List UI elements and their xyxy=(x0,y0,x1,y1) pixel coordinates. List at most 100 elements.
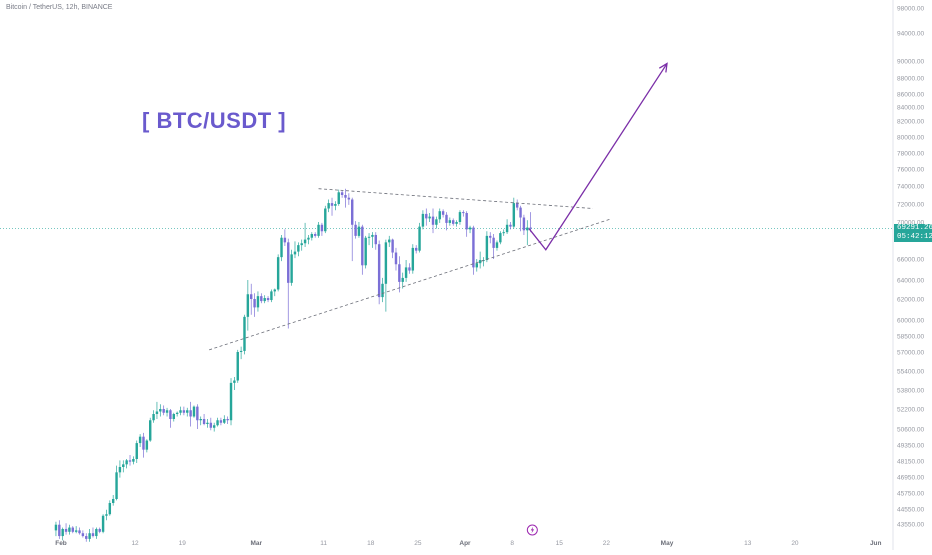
candle xyxy=(165,407,169,417)
candle-body xyxy=(462,212,465,214)
candle xyxy=(266,296,270,303)
candle-body xyxy=(145,440,149,450)
time-tick-label: 22 xyxy=(603,540,611,547)
candle-body xyxy=(297,245,300,252)
candle-body xyxy=(115,472,118,499)
candle-body xyxy=(256,296,260,308)
candle-body xyxy=(452,220,455,224)
candle xyxy=(91,527,95,538)
candle xyxy=(398,256,401,293)
candle-body xyxy=(229,382,233,421)
candle-body xyxy=(125,460,128,465)
candle-body xyxy=(468,227,472,230)
price-tick-label: 70000.00 xyxy=(897,219,924,226)
candle xyxy=(246,280,250,331)
candle-body xyxy=(246,294,250,317)
candle-body xyxy=(458,212,462,222)
candle-body xyxy=(512,203,516,227)
time-axis[interactable]: Feb 12 19 Mar 11 18 25 Apr 8 15 22 May 13 20 Jun xyxy=(55,540,881,547)
candle-body xyxy=(351,199,354,225)
candle-body xyxy=(522,217,526,231)
candle-body xyxy=(431,216,435,225)
price-tick-label: 58500.00 xyxy=(897,333,924,340)
candle-body xyxy=(303,239,307,244)
candle-body xyxy=(401,277,404,282)
candle xyxy=(361,224,364,275)
candle-body xyxy=(374,234,377,245)
candle-body xyxy=(239,350,243,352)
candle xyxy=(253,293,256,317)
candle xyxy=(138,434,142,447)
candle xyxy=(101,514,105,534)
candle-body xyxy=(509,224,512,227)
candle xyxy=(206,419,209,428)
candle xyxy=(354,221,357,239)
candle-body xyxy=(310,234,314,238)
projection-path[interactable] xyxy=(528,63,668,251)
candle xyxy=(495,240,499,251)
candle-body xyxy=(118,467,122,473)
candle xyxy=(307,234,310,245)
candle-body xyxy=(280,237,283,258)
candle xyxy=(344,188,347,208)
candle xyxy=(445,212,448,231)
candle xyxy=(384,239,388,312)
candle xyxy=(260,293,263,304)
candle xyxy=(526,220,529,246)
price-tick-label: 46950.00 xyxy=(897,474,924,481)
projection-arrowhead[interactable] xyxy=(658,62,668,73)
candle-body xyxy=(58,524,61,537)
price-tick-label: 60000.00 xyxy=(897,317,924,324)
candle xyxy=(499,231,502,245)
candle xyxy=(293,241,297,259)
candle xyxy=(320,222,324,236)
candle-body xyxy=(54,524,58,531)
price-tick-label: 57000.00 xyxy=(897,349,924,356)
lightning-icon xyxy=(530,526,535,534)
candle xyxy=(458,210,462,225)
bar-countdown: 05:42:12 xyxy=(897,233,932,241)
candle-body xyxy=(344,195,347,198)
candle-body xyxy=(199,419,202,421)
candle xyxy=(297,242,300,257)
candle-body xyxy=(61,528,64,537)
candle-body xyxy=(502,232,505,234)
candle xyxy=(145,439,149,453)
candle-body xyxy=(243,316,246,351)
candle xyxy=(505,219,509,235)
candle xyxy=(337,189,340,206)
candle xyxy=(515,199,519,211)
time-tick-label: 13 xyxy=(744,540,752,547)
candle xyxy=(192,405,196,418)
candle-body xyxy=(505,224,509,233)
price-tick-label: 49350.00 xyxy=(897,442,924,449)
candle xyxy=(334,201,337,211)
candle xyxy=(159,404,162,417)
candle-body xyxy=(334,204,337,206)
candle-body xyxy=(465,213,468,230)
candle-body xyxy=(515,203,519,208)
lower-trendline[interactable] xyxy=(209,218,610,351)
candle xyxy=(347,193,351,205)
candle-body xyxy=(371,234,374,237)
candle xyxy=(425,208,428,226)
price-tick-label: 94000.00 xyxy=(897,30,924,37)
price-axis[interactable]: 98000.00 94000.00 90000.00 88000.00 86000.00… xyxy=(897,5,924,528)
candle-body xyxy=(95,528,98,537)
event-marker[interactable] xyxy=(526,524,538,536)
candle-body xyxy=(91,533,95,537)
candle xyxy=(85,533,88,542)
candle xyxy=(303,222,307,247)
candle-body xyxy=(408,267,411,271)
candle xyxy=(276,254,280,292)
upper-trendline[interactable] xyxy=(318,188,593,209)
candle-body xyxy=(128,460,132,462)
candle xyxy=(438,208,441,223)
candle-body xyxy=(411,247,415,271)
drawings-layer[interactable] xyxy=(209,62,668,351)
price-tick-label: 88000.00 xyxy=(897,75,924,82)
candle xyxy=(74,526,78,534)
price-tick-label: 84000.00 xyxy=(897,104,924,111)
